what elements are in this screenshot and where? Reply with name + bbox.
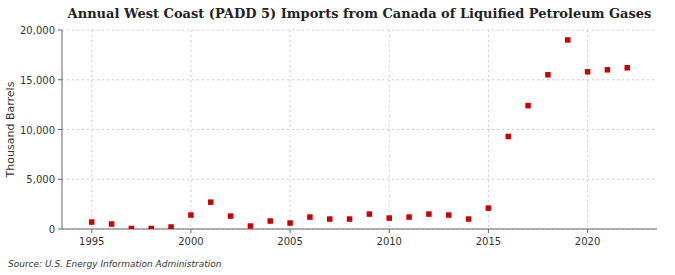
y-tick bbox=[58, 229, 62, 230]
y-tick bbox=[58, 30, 62, 31]
y-tick-label: 20,000 bbox=[20, 25, 55, 36]
points bbox=[89, 37, 630, 229]
y-tick-label: 15,000 bbox=[20, 75, 55, 86]
point bbox=[347, 216, 353, 222]
point bbox=[605, 67, 611, 73]
point bbox=[149, 226, 155, 229]
y-grid-line bbox=[62, 30, 657, 31]
x-tick-label: 1995 bbox=[79, 236, 104, 247]
x-grid-line bbox=[587, 30, 588, 229]
chart-container: Annual West Coast (PADD 5) Imports from … bbox=[0, 0, 675, 275]
x-tick-label: 2020 bbox=[575, 236, 600, 247]
x-tick bbox=[91, 229, 92, 233]
point bbox=[525, 103, 531, 109]
y-tick bbox=[58, 179, 62, 180]
x-tick-label: 2005 bbox=[277, 236, 302, 247]
point bbox=[287, 220, 293, 226]
x-tick bbox=[488, 229, 489, 233]
x-grid-line bbox=[190, 30, 191, 229]
x-tick-label: 2000 bbox=[178, 236, 203, 247]
x-grid-line bbox=[488, 30, 489, 229]
chart: Annual West Coast (PADD 5) Imports from … bbox=[0, 0, 675, 275]
point bbox=[129, 226, 135, 229]
x-grid-line bbox=[290, 30, 291, 229]
point bbox=[268, 218, 274, 224]
point bbox=[387, 215, 393, 221]
x-grid-line bbox=[389, 30, 390, 229]
y-axis-label: Thousand Barrels bbox=[4, 81, 17, 178]
point bbox=[89, 219, 95, 225]
y-grid-line bbox=[62, 129, 657, 130]
point bbox=[327, 216, 333, 222]
x-grid-line bbox=[91, 30, 92, 229]
point bbox=[585, 69, 591, 75]
point bbox=[307, 214, 313, 220]
title: Annual West Coast (PADD 5) Imports from … bbox=[67, 6, 652, 21]
y-tick bbox=[58, 129, 62, 130]
x-tick bbox=[290, 229, 291, 233]
point bbox=[109, 221, 115, 227]
x-tick-label: 2010 bbox=[377, 236, 402, 247]
axes: 0 5,000 10,000 15,000 20,000 1995 2000 2005 2010… bbox=[20, 25, 657, 247]
x-tick bbox=[389, 229, 390, 233]
point bbox=[486, 205, 492, 211]
y-tick-label: 10,000 bbox=[20, 125, 55, 136]
point bbox=[446, 212, 452, 218]
grid bbox=[62, 30, 657, 229]
y-axis-line bbox=[62, 30, 63, 229]
point bbox=[545, 72, 551, 78]
y-tick bbox=[58, 79, 62, 80]
point bbox=[565, 37, 571, 43]
point bbox=[188, 212, 194, 218]
point bbox=[625, 65, 631, 71]
x-tick bbox=[587, 229, 588, 233]
x-tick-label: 2015 bbox=[476, 236, 501, 247]
point bbox=[506, 134, 512, 140]
point bbox=[367, 211, 373, 217]
point bbox=[228, 213, 234, 219]
y-grid-line bbox=[62, 179, 657, 180]
point bbox=[466, 216, 472, 222]
y-grid-line bbox=[62, 79, 657, 80]
x-tick bbox=[190, 229, 191, 233]
point bbox=[406, 214, 412, 220]
point bbox=[168, 224, 174, 229]
y-tick-label: 0 bbox=[49, 224, 55, 235]
point bbox=[426, 211, 432, 217]
source-note: Source: U.S. Energy Information Administ… bbox=[8, 259, 222, 269]
point bbox=[248, 223, 254, 229]
y-tick-label: 5,000 bbox=[26, 174, 55, 185]
point bbox=[208, 199, 214, 205]
